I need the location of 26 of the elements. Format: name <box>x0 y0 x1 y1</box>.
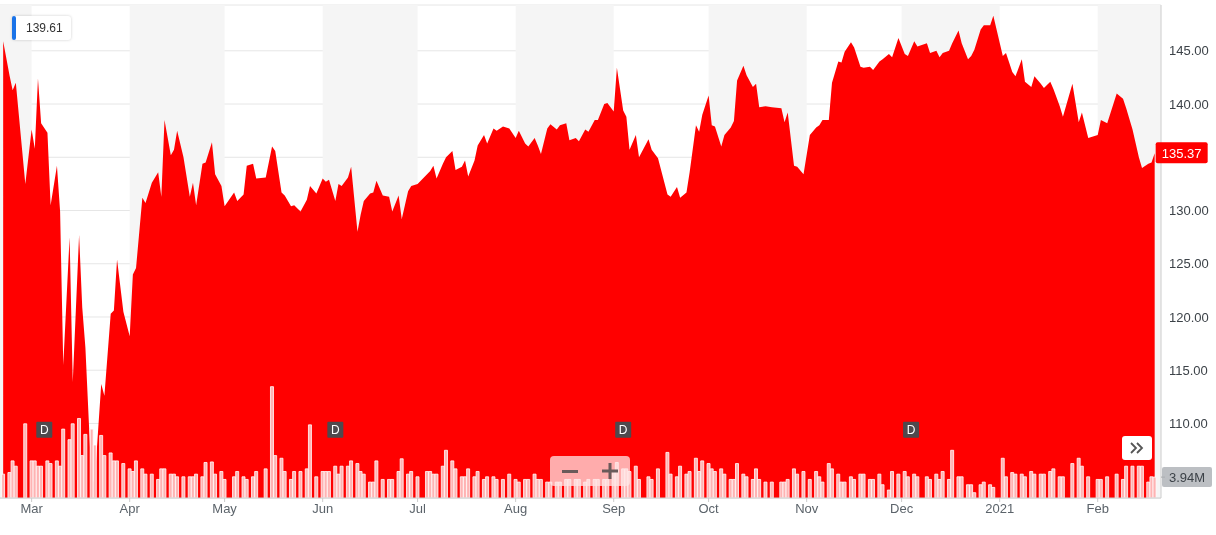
x-tick-label: Aug <box>504 501 528 517</box>
annotation: D <box>618 423 628 438</box>
x-tick-label: May <box>212 501 238 517</box>
annotation: 135.37 <box>1161 145 1202 161</box>
annotation: D <box>330 423 340 438</box>
y-tick-label: 125.00 <box>1169 256 1209 272</box>
x-tick-label: Jul <box>409 501 426 517</box>
y-tick-label: 130.00 <box>1169 203 1209 219</box>
annotation: D <box>39 423 49 438</box>
y-tick-label: 120.00 <box>1169 309 1209 325</box>
y-tick-label: 115.00 <box>1169 362 1208 378</box>
x-tick-label: Jun <box>312 501 334 517</box>
y-tick-label: 110.00 <box>1169 416 1208 432</box>
x-tick-label: Dec <box>890 501 914 517</box>
x-tick-label: Sep <box>602 501 626 517</box>
y2-tick-label: 3.94M <box>1168 470 1206 486</box>
x-tick-label: Nov <box>795 501 819 517</box>
annotation: 139.61 <box>26 21 63 35</box>
x-tick-label: 2021 <box>985 501 1015 517</box>
x-tick-label: Mar <box>20 501 44 517</box>
x-tick-label: Apr <box>119 501 141 517</box>
y-tick-label: 140.00 <box>1169 96 1209 112</box>
y-tick-label: 145.00 <box>1169 43 1209 59</box>
x-tick-label: Feb <box>1086 501 1109 517</box>
x-tick-label: Oct <box>698 501 720 517</box>
annotation: D <box>906 423 916 438</box>
